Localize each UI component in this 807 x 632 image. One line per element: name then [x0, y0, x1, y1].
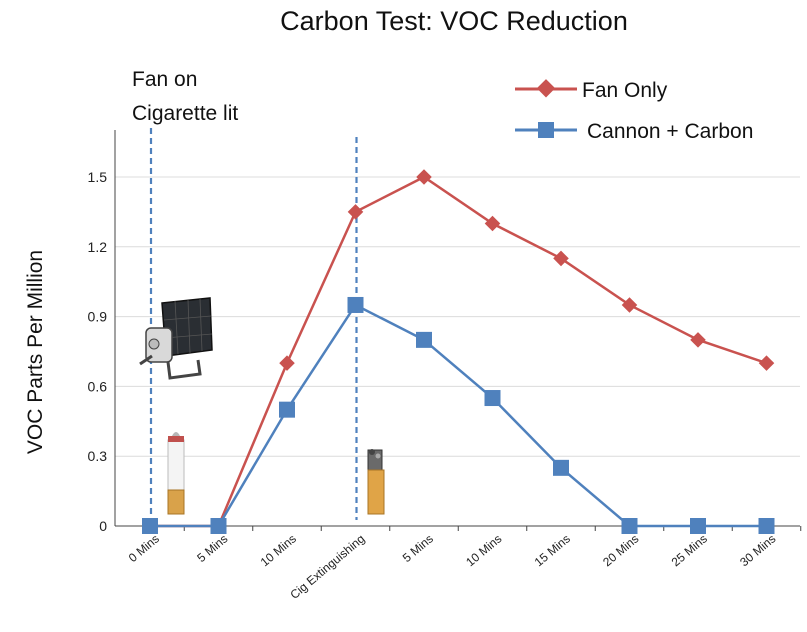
legend-item-fan-only: Fan Only — [515, 79, 668, 102]
data-point — [690, 518, 706, 534]
axes — [114, 130, 802, 531]
annotation-fan-on: Fan on — [132, 68, 197, 91]
data-point — [347, 204, 364, 220]
data-point — [690, 332, 706, 348]
data-point — [416, 331, 432, 348]
data-point — [484, 390, 501, 407]
data-point — [621, 297, 638, 313]
y-tick-label: 0.3 — [88, 448, 108, 464]
solar-panel-fan-icon — [139, 297, 213, 380]
lit-cigarette-icon — [167, 432, 185, 515]
data-point — [279, 401, 295, 418]
gridlines — [115, 176, 800, 457]
data-point — [621, 518, 638, 534]
y-tick-label: 0.6 — [88, 378, 108, 394]
extinguished-cigarette-icon — [367, 449, 385, 515]
data-point — [279, 355, 295, 371]
data-point — [142, 518, 158, 534]
chart-title: Carbon Test: VOC Reduction — [280, 6, 628, 36]
data-point — [210, 518, 227, 534]
annotation-cigarette-lit: Cigarette lit — [132, 102, 238, 125]
x-tick-label: 5 Mins — [400, 532, 436, 565]
legend-label-fan-only: Fan Only — [582, 79, 668, 102]
data-point — [758, 518, 775, 534]
data-point — [758, 355, 775, 371]
legend: Fan Only Cannon + Carbon — [515, 79, 753, 143]
y-tick-labels: 0 0.3 0.6 0.9 1.2 1.5 — [88, 169, 108, 534]
x-tick-label: 25 Mins — [669, 532, 710, 570]
x-tick-label: 10 Mins — [258, 532, 299, 570]
legend-label-cannon-carbon: Cannon + Carbon — [587, 120, 753, 143]
y-tick-label: 0.9 — [88, 309, 108, 325]
series-line — [150, 175, 767, 528]
y-tick-label: 1.2 — [88, 239, 108, 255]
y-tick-label: 1.5 — [88, 169, 108, 185]
x-tick-label: 15 Mins — [532, 532, 573, 570]
y-tick-label: 0 — [99, 518, 107, 534]
event-lines — [149, 128, 358, 520]
x-tick-label: 30 Mins — [737, 532, 778, 570]
x-tick-label: 5 Mins — [194, 532, 230, 565]
data-point — [553, 250, 569, 267]
data-point — [347, 296, 364, 313]
x-tick-label: 0 Mins — [126, 532, 162, 565]
series-line — [150, 303, 767, 528]
x-tick-label: Cig Extinguishing — [287, 532, 367, 602]
x-tick-label: 10 Mins — [463, 532, 504, 570]
data-point — [553, 459, 569, 476]
legend-item-cannon-carbon: Cannon + Carbon — [515, 120, 753, 143]
series-lines — [150, 175, 767, 528]
y-axis-label: VOC Parts Per Million — [24, 250, 47, 454]
x-tick-label: 20 Mins — [600, 532, 641, 570]
data-point — [484, 215, 501, 232]
data-point — [416, 169, 432, 185]
